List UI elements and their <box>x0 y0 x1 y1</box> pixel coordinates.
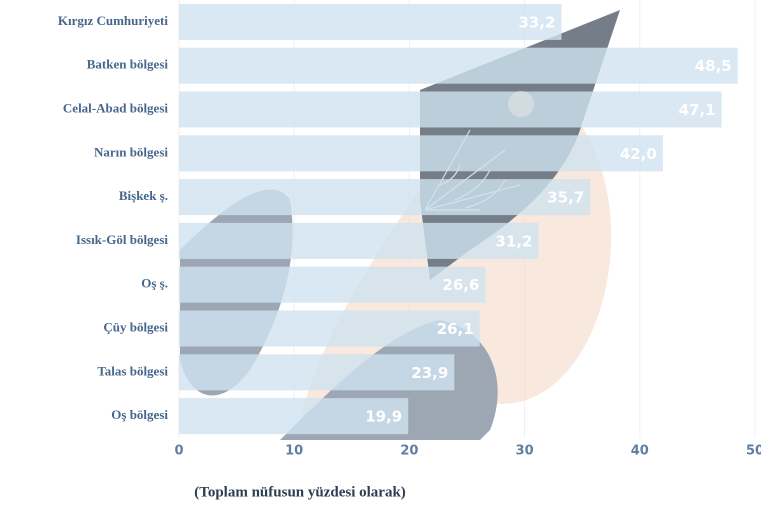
y-tick-label: Oş ş. <box>141 276 168 291</box>
bar <box>179 311 480 347</box>
value-label: 26,1 <box>437 320 474 338</box>
value-label: 47,1 <box>679 101 716 119</box>
bar <box>179 179 590 215</box>
y-tick-label: Talas bölgesi <box>97 363 168 378</box>
x-tick-label: 10 <box>285 444 303 459</box>
chart: (Toplam nüfusun yüzdesi olarak) 0 10 20 30 4… <box>0 0 761 506</box>
y-tick-label: Çüy bölgesi <box>103 319 168 334</box>
y-tick-label: Oş bölgesi <box>111 407 168 422</box>
value-label: 48,5 <box>695 57 732 75</box>
x-tick-label: 30 <box>516 444 534 459</box>
x-tick-label: 20 <box>400 444 418 459</box>
bar <box>179 4 561 40</box>
x-tick-label: 40 <box>631 444 649 459</box>
value-label: 35,7 <box>547 189 584 207</box>
y-tick-label: Issık-Göl bölgesi <box>76 232 168 247</box>
bar <box>179 92 722 128</box>
bar <box>179 135 663 171</box>
y-tick-label: Batken bölgesi <box>87 57 169 72</box>
y-tick-label: Bişkek ş. <box>119 188 168 203</box>
y-tick-label: Celal-Abad bölgesi <box>63 100 168 115</box>
x-tick-label: 50 <box>746 444 761 459</box>
bar <box>179 223 538 259</box>
x-tick-label: 0 <box>174 444 183 459</box>
value-label: 31,2 <box>495 232 532 250</box>
value-label: 33,2 <box>518 13 555 31</box>
y-tick-label: Kırgız Cumhuriyeti <box>58 13 169 28</box>
value-label: 19,9 <box>365 408 402 426</box>
bar <box>179 267 485 303</box>
y-tick-label: Narın bölgesi <box>94 144 168 159</box>
bar <box>179 48 738 84</box>
x-axis-label: (Toplam nüfusun yüzdesi olarak) <box>194 484 406 500</box>
value-label: 26,6 <box>442 276 479 294</box>
value-label: 23,9 <box>411 364 448 382</box>
value-label: 42,0 <box>620 145 657 163</box>
